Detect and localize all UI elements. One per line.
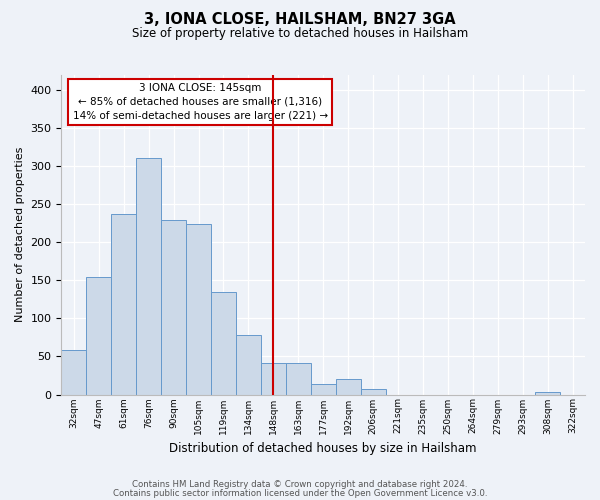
Bar — [286, 362, 311, 394]
Text: 3, IONA CLOSE, HAILSHAM, BN27 3GA: 3, IONA CLOSE, HAILSHAM, BN27 3GA — [144, 12, 456, 28]
Text: 3 IONA CLOSE: 145sqm
← 85% of detached houses are smaller (1,316)
14% of semi-de: 3 IONA CLOSE: 145sqm ← 85% of detached h… — [73, 83, 328, 121]
Bar — [86, 276, 111, 394]
Text: Size of property relative to detached houses in Hailsham: Size of property relative to detached ho… — [132, 28, 468, 40]
Bar — [535, 392, 560, 394]
Bar — [136, 158, 161, 394]
Y-axis label: Number of detached properties: Number of detached properties — [15, 147, 25, 322]
Bar — [186, 224, 211, 394]
Text: Contains public sector information licensed under the Open Government Licence v3: Contains public sector information licen… — [113, 488, 487, 498]
Bar — [261, 364, 286, 394]
Bar — [161, 220, 186, 394]
Bar — [361, 389, 386, 394]
X-axis label: Distribution of detached houses by size in Hailsham: Distribution of detached houses by size … — [169, 442, 477, 455]
Bar — [211, 292, 236, 394]
Bar — [311, 384, 335, 394]
Bar — [236, 335, 261, 394]
Bar — [61, 350, 86, 395]
Text: Contains HM Land Registry data © Crown copyright and database right 2024.: Contains HM Land Registry data © Crown c… — [132, 480, 468, 489]
Bar — [335, 380, 361, 394]
Bar — [111, 214, 136, 394]
